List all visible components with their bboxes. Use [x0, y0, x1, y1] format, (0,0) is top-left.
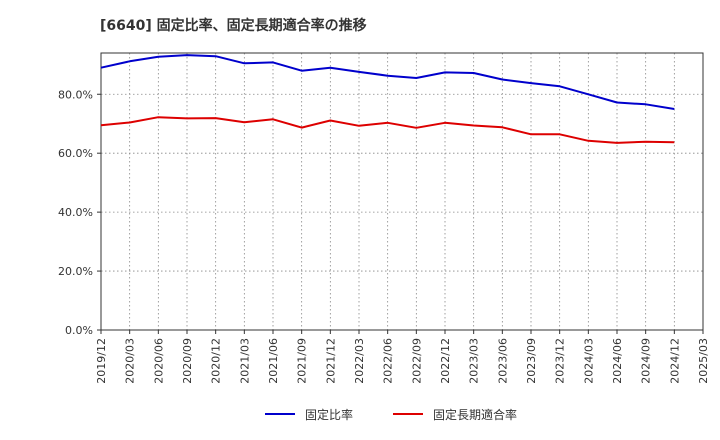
grid — [101, 53, 703, 330]
axes — [100, 52, 704, 331]
y-tick-label: 20.0% — [58, 265, 93, 278]
plot-frame — [100, 52, 704, 331]
x-tick-label: 2024/03 — [582, 338, 595, 384]
x-tick-label: 2022/12 — [439, 338, 452, 384]
x-tick-label: 2022/09 — [410, 338, 423, 384]
x-tick-label: 2021/12 — [324, 338, 337, 384]
x-tick-label: 2020/03 — [124, 338, 137, 384]
x-tick-label: 2023/12 — [554, 338, 567, 384]
x-tick-label: 2020/06 — [152, 338, 165, 384]
series-group — [100, 54, 675, 144]
x-tick-label: 2025/03 — [697, 338, 710, 384]
x-tick-label: 2022/06 — [382, 338, 395, 384]
legend-label: 固定比率 — [305, 407, 353, 422]
x-tick-label: 2023/06 — [496, 338, 509, 384]
x-tick-label: 2023/09 — [525, 338, 538, 384]
y-tick-label: 60.0% — [58, 147, 93, 160]
legend: 固定比率 固定長期適合率 — [265, 407, 517, 422]
x-tick-label: 2022/03 — [353, 338, 366, 384]
series-line-fixed-ratio — [100, 54, 675, 110]
legend-label: 固定長期適合率 — [433, 407, 517, 422]
x-tick-label: 2021/06 — [267, 338, 280, 384]
y-axis-ticks: 0.0% 20.0% 40.0% 60.0% 80.0% — [58, 88, 101, 337]
x-tick-label: 2024/09 — [640, 338, 653, 384]
x-tick-label: 2020/12 — [210, 338, 223, 384]
x-tick-label: 2023/03 — [468, 338, 481, 384]
y-tick-label: 0.0% — [65, 324, 93, 337]
y-tick-label: 40.0% — [58, 206, 93, 219]
series-line-fixed-long-term-conformity-ratio — [100, 116, 675, 144]
x-tick-label: 2024/06 — [611, 338, 624, 384]
x-tick-label: 2020/09 — [181, 338, 194, 384]
x-tick-label: 2021/09 — [296, 338, 309, 384]
x-tick-label: 2024/12 — [668, 338, 681, 384]
x-axis-ticks: 2019/12 2020/03 2020/06 2020/09 2020/12 2021/… — [95, 330, 710, 384]
y-tick-label: 80.0% — [58, 88, 93, 101]
x-tick-label: 2021/03 — [238, 338, 251, 384]
x-tick-label: 2019/12 — [95, 338, 108, 384]
chart-title: [6640] 固定比率、固定長期適合率の推移 — [100, 17, 367, 34]
